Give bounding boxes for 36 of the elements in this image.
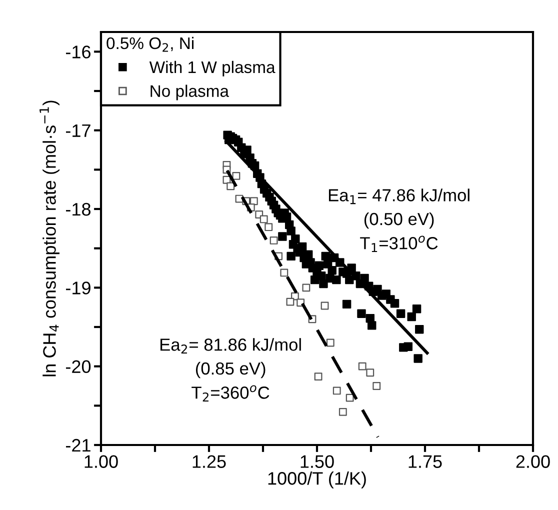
- point: [280, 268, 288, 277]
- point: [372, 382, 381, 390]
- point: [314, 372, 322, 381]
- point: [302, 284, 310, 292]
- x-tick-label: 1.75: [408, 455, 442, 468]
- point: [226, 182, 235, 190]
- point: [320, 302, 329, 310]
- x-tick-label: 1.50: [300, 455, 334, 468]
- legend-label: With 1 W plasma: [149, 60, 276, 76]
- point: [232, 172, 240, 180]
- y-tick-label: -17: [66, 124, 90, 137]
- x-tick-label: 2.00: [516, 455, 550, 468]
- point: [260, 215, 268, 224]
- y-tick-label: -20: [66, 360, 91, 374]
- y-tick-label: -16: [66, 46, 90, 58]
- point: [270, 236, 278, 244]
- point: [286, 298, 294, 306]
- y-tick-label: -21: [66, 438, 90, 452]
- y-axis-title: ln CH$_{4}$ consumption rate (mol·s$^{−1}$): [40, 100, 60, 376]
- x-tick-label: 1.25: [192, 455, 226, 468]
- point: [358, 362, 366, 370]
- text: Ea$_{2}$= 81.86 kJ/mol (0.85 eV) T$_{2}$=360$^{o}$C: [160, 338, 301, 402]
- x-tick-label: 1.00: [84, 455, 118, 468]
- point: [332, 386, 341, 395]
- point: [264, 223, 273, 232]
- y-tick-label: -19: [66, 282, 90, 294]
- text: Ea$_{1}$= 47.86 kJ/mol (0.50 eV) T$_{1}$=310$^{o}$C: [328, 188, 470, 252]
- legend-title: 0.5% O$_{2}$, Ni: [106, 36, 194, 52]
- x-axis-title: 1000/T (1/K): [268, 472, 366, 488]
- point: [338, 408, 347, 416]
- point: [250, 197, 258, 206]
- legend-label: No plasma: [150, 84, 229, 100]
- point: [366, 368, 374, 377]
- y-tick-label: -18: [66, 202, 90, 216]
- point: [346, 394, 354, 402]
- point: [326, 338, 334, 347]
